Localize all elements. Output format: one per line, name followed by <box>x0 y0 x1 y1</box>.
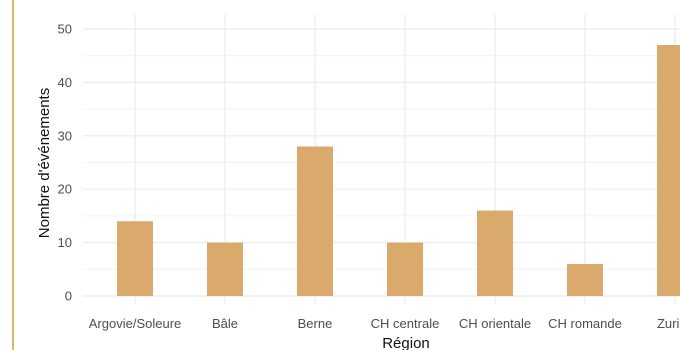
bar-4 <box>477 210 513 296</box>
x-tick-labels: Argovie/Soleure Bâle Berne CH centrale CH or… <box>89 316 680 331</box>
y-tick-label: 30 <box>58 128 72 143</box>
x-tick-label: Berne <box>298 316 333 331</box>
x-tick-label: CH orientale <box>459 316 531 331</box>
x-axis-title: Région <box>382 335 430 350</box>
bar-5 <box>567 263 603 296</box>
y-tick-label: 20 <box>58 182 72 197</box>
x-tick-label: Bâle <box>212 316 238 331</box>
frame-border-line <box>12 0 14 350</box>
x-tick-label: Argovie/Soleure <box>89 316 182 331</box>
y-tick-label: 50 <box>58 22 72 37</box>
x-tick-label: CH centrale <box>371 316 440 331</box>
bar-0 <box>117 221 153 296</box>
bar-2 <box>297 146 333 296</box>
bar-1 <box>207 242 243 296</box>
bar-3 <box>387 242 423 296</box>
bar-6 <box>657 45 680 296</box>
y-tick-labels: 0 10 20 30 40 50 <box>58 22 72 304</box>
y-tick-label: 0 <box>65 289 72 304</box>
y-tick-label: 10 <box>58 235 72 250</box>
x-tick-label: CH romande <box>548 316 622 331</box>
y-axis-title: Nombre d'événements <box>36 88 53 238</box>
x-tick-label: Zurich <box>657 316 680 331</box>
grid-layer <box>83 14 680 304</box>
y-tick-label: 40 <box>58 75 72 90</box>
bars-layer <box>117 45 680 296</box>
